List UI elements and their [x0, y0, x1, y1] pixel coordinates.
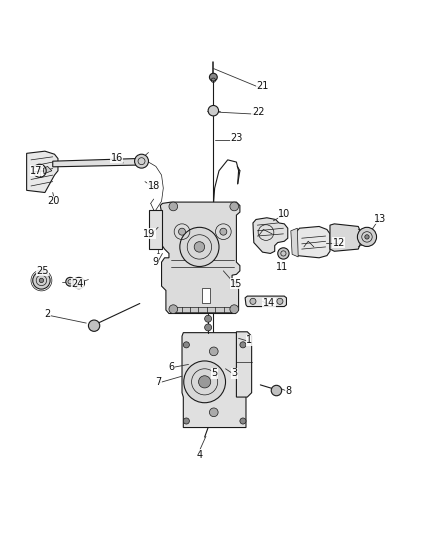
Circle shape — [357, 228, 377, 246]
Text: 11: 11 — [276, 262, 288, 271]
Circle shape — [184, 418, 189, 424]
Circle shape — [205, 315, 212, 322]
Text: 3: 3 — [231, 368, 237, 378]
Circle shape — [205, 324, 212, 331]
Polygon shape — [43, 166, 52, 174]
Circle shape — [240, 342, 246, 348]
Circle shape — [179, 228, 185, 235]
Circle shape — [184, 361, 226, 403]
Circle shape — [230, 305, 239, 313]
Polygon shape — [182, 333, 246, 427]
Circle shape — [278, 248, 289, 259]
Polygon shape — [237, 332, 252, 397]
Circle shape — [277, 298, 283, 304]
Circle shape — [240, 418, 246, 424]
Circle shape — [134, 154, 148, 168]
Polygon shape — [149, 210, 162, 249]
Circle shape — [365, 235, 369, 239]
Polygon shape — [245, 296, 286, 306]
Polygon shape — [53, 158, 141, 167]
Circle shape — [271, 385, 282, 396]
Polygon shape — [171, 306, 234, 312]
Circle shape — [73, 277, 85, 289]
Circle shape — [184, 342, 189, 348]
Circle shape — [66, 277, 74, 286]
Text: 20: 20 — [47, 196, 60, 206]
Text: 6: 6 — [168, 361, 174, 372]
Circle shape — [169, 202, 178, 211]
Text: 9: 9 — [153, 257, 159, 267]
Circle shape — [198, 376, 211, 388]
Text: 17: 17 — [30, 166, 42, 176]
Polygon shape — [330, 224, 360, 251]
Circle shape — [33, 272, 50, 289]
Text: 8: 8 — [286, 385, 292, 395]
Text: 1: 1 — [247, 335, 253, 345]
Text: 13: 13 — [374, 214, 386, 224]
Text: 5: 5 — [212, 368, 218, 378]
Text: 22: 22 — [252, 107, 265, 117]
Text: 2: 2 — [44, 309, 50, 319]
Circle shape — [39, 278, 44, 282]
Text: 12: 12 — [332, 238, 345, 247]
Text: 23: 23 — [230, 133, 243, 143]
Text: 24: 24 — [71, 279, 84, 289]
Circle shape — [209, 347, 218, 356]
Circle shape — [169, 305, 178, 313]
Polygon shape — [160, 202, 240, 313]
Text: 25: 25 — [36, 266, 49, 276]
Circle shape — [208, 106, 219, 116]
Circle shape — [209, 73, 217, 81]
Text: 7: 7 — [155, 377, 161, 387]
Polygon shape — [253, 218, 288, 254]
Polygon shape — [27, 151, 58, 192]
Circle shape — [180, 228, 219, 266]
Circle shape — [88, 320, 100, 332]
Text: 16: 16 — [111, 152, 123, 163]
Circle shape — [220, 228, 227, 235]
Text: 4: 4 — [196, 449, 202, 459]
Polygon shape — [291, 228, 298, 257]
Text: 10: 10 — [278, 209, 290, 219]
Circle shape — [194, 241, 205, 252]
Text: 19: 19 — [143, 229, 155, 239]
Text: 21: 21 — [256, 81, 268, 91]
Circle shape — [209, 408, 218, 417]
Circle shape — [230, 202, 239, 211]
Polygon shape — [297, 227, 330, 258]
Circle shape — [250, 298, 256, 304]
Text: 14: 14 — [263, 298, 275, 309]
Bar — [201, 288, 210, 303]
Text: 18: 18 — [148, 181, 160, 191]
Text: 15: 15 — [230, 279, 243, 289]
